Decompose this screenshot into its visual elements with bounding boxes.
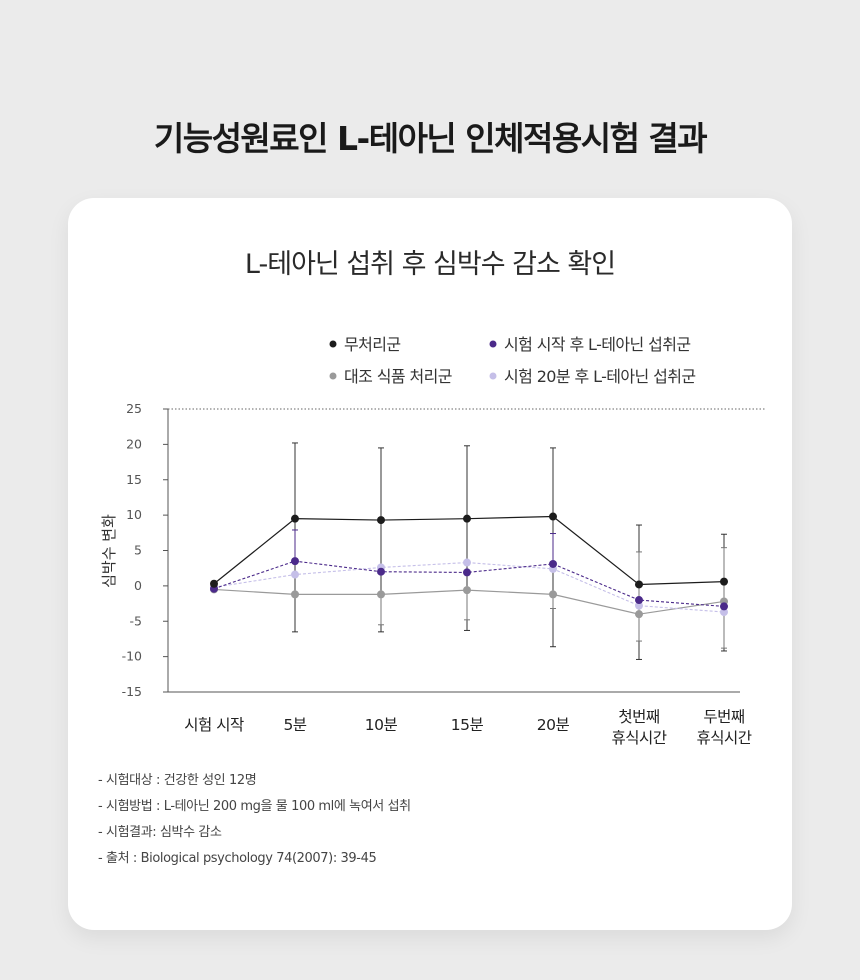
y-axis-label: 심박수 변화 (100, 514, 118, 588)
y-tick-label: -10 (122, 649, 142, 664)
note-subject: - 시험대상 : 건강한 성인 12명 (98, 773, 257, 788)
x-tick-label: 휴식시간 (696, 729, 751, 747)
data-point (377, 567, 385, 576)
data-point (291, 590, 299, 599)
x-tick-label: 휴식시간 (611, 729, 666, 747)
data-point (635, 601, 643, 610)
legend-marker (329, 372, 337, 380)
x-tick-label: 20분 (537, 716, 570, 734)
x-tick-label: 시험 시작 (184, 716, 244, 734)
data-point (291, 514, 299, 523)
data-point (463, 558, 471, 567)
data-point (720, 608, 728, 617)
note-result: - 시험결과: 심박수 감소 (98, 825, 222, 840)
y-tick-label: -5 (130, 613, 142, 628)
data-point (291, 570, 299, 579)
data-point (635, 580, 643, 589)
data-point (463, 568, 471, 577)
note-method: - 시험방법 : L-테아닌 200 mg을 물 100 ml에 녹여서 섭취 (98, 799, 411, 814)
data-point (549, 559, 557, 568)
legend-marker (329, 340, 337, 348)
chart-title: L-테아닌 섭취 후 심박수 감소 확인 (244, 249, 616, 280)
data-point (463, 586, 471, 595)
legend-label: 대조 식품 처리군 (344, 367, 452, 386)
data-point (210, 579, 218, 588)
y-tick-label: 25 (126, 401, 142, 416)
x-tick-label: 5분 (283, 716, 306, 734)
y-tick-label: 20 (126, 436, 142, 451)
x-tick-label: 10분 (365, 716, 398, 734)
note-source: - 출처 : Biological psychology 74(2007): 3… (98, 851, 377, 866)
data-point (291, 557, 299, 566)
y-tick-label: 5 (134, 543, 142, 558)
legend-label: 시험 20분 후 L-테아닌 섭취군 (504, 367, 696, 386)
x-tick-label: 두번째 (703, 708, 744, 726)
result-card (68, 198, 792, 930)
x-tick-label: 15분 (451, 716, 484, 734)
y-tick-label: 10 (126, 507, 142, 522)
legend-marker (489, 340, 497, 348)
legend-label: 무처리군 (344, 335, 400, 354)
y-tick-label: 0 (134, 578, 142, 593)
y-tick-label: 15 (126, 472, 142, 487)
data-point (463, 514, 471, 523)
data-point (720, 602, 728, 611)
study-notes: - 시험대상 : 건강한 성인 12명 - 시험방법 : L-테아닌 200 m… (98, 770, 411, 874)
y-tick-label: -15 (122, 684, 142, 699)
data-point (549, 512, 557, 521)
x-tick-label: 첫번째 (618, 708, 659, 726)
data-point (635, 596, 643, 605)
data-point (377, 590, 385, 599)
page-title: 기능성원료인 L-테아닌 인체적용시험 결과 (153, 119, 708, 158)
legend-label: 시험 시작 후 L-테아닌 섭취군 (504, 335, 690, 354)
data-point (377, 516, 385, 525)
data-point (720, 577, 728, 586)
legend-marker (489, 372, 497, 380)
data-point (635, 610, 643, 619)
data-point (549, 590, 557, 599)
